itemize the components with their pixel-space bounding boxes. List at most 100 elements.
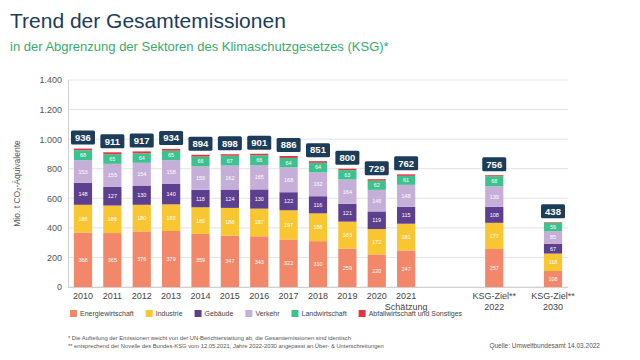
x-tick: 2015 [220, 287, 240, 301]
bar-segment [309, 196, 327, 213]
legend-swatch [195, 310, 202, 317]
total-label: 898 [222, 138, 238, 149]
bar-segment [309, 163, 327, 172]
grid-line [68, 80, 568, 81]
data-label: 116 [314, 202, 323, 208]
legend-item: Abfallwirtschaft und Sonstiges [359, 310, 463, 318]
bar-segment [485, 223, 503, 249]
data-label: 127 [108, 193, 117, 199]
y-tick: 0 [57, 282, 68, 292]
bar-segment [368, 181, 386, 190]
x-tick: 2019 [337, 287, 357, 301]
data-label: 65 [109, 156, 115, 162]
x-tick: 2014 [190, 287, 210, 301]
data-label: 146 [372, 198, 381, 204]
total-box [482, 157, 506, 171]
footnote: * Die Aufteilung der Emissionen weicht v… [68, 335, 351, 341]
data-label: 62 [374, 182, 380, 188]
data-label: 122 [284, 198, 293, 204]
data-label: 153 [78, 169, 87, 175]
total-label: 894 [193, 138, 210, 149]
bar-segment [485, 175, 503, 176]
grid-line [68, 109, 568, 110]
bar-segment [397, 176, 415, 185]
bar-segment [133, 231, 151, 287]
bar-segment [544, 244, 562, 254]
x-axis-line [69, 287, 569, 288]
bar-segment [103, 187, 121, 206]
total-label: 729 [369, 163, 385, 174]
y-tick-label: 600 [47, 194, 62, 204]
total-label: 886 [281, 139, 297, 150]
x-tick-label: 2014 [190, 291, 210, 301]
data-label: 159 [196, 175, 205, 181]
bar-segment [133, 151, 151, 153]
total-box [247, 136, 271, 150]
bar-segment [280, 158, 298, 167]
bar-segment [397, 224, 415, 251]
data-label: 347 [225, 258, 234, 264]
data-labels: 3683653763793593473433223102592202472571… [78, 152, 557, 282]
y-tick-label: 0 [57, 282, 62, 292]
bar-segment [338, 222, 356, 249]
chart: Trend der Gesamtemissionenin der Abgrenz… [0, 0, 640, 360]
bar-segment [338, 204, 356, 222]
bar-segment [250, 155, 268, 165]
bar-segment [221, 154, 239, 155]
data-label: 63 [344, 172, 350, 178]
data-label: 220 [372, 268, 381, 274]
data-label: 64 [139, 155, 145, 161]
bar-segment [191, 190, 209, 207]
y-tick-label: 800 [47, 164, 62, 174]
bar-segment [221, 190, 239, 208]
bar-segment [397, 174, 415, 175]
bar-segment [250, 189, 268, 208]
data-label: 164 [343, 189, 352, 195]
data-label: 108 [490, 212, 499, 218]
legend-swatch [70, 310, 77, 317]
bar-segment [191, 157, 209, 167]
bar-segment [162, 160, 180, 183]
bar-segment [162, 204, 180, 231]
data-label: 148 [78, 191, 87, 197]
x-tick-label: 2012 [132, 291, 152, 301]
data-label: 64 [315, 164, 321, 170]
data-label: 124 [225, 196, 234, 202]
data-label: 168 [284, 177, 293, 183]
legend-label: Verkehr [255, 310, 280, 317]
legend-item: Gebäude [195, 310, 234, 317]
bar-segment [103, 152, 121, 154]
y-tick: 400 [47, 223, 68, 233]
data-label: 365 [108, 257, 117, 263]
x-tick: KSG-Ziel**2030 [531, 287, 575, 312]
legend-label: Energiewirtschaft [80, 310, 134, 318]
x-tick: 2010 [73, 287, 93, 301]
bar-segment [250, 154, 268, 155]
total-box [306, 143, 330, 157]
bar-segment [280, 192, 298, 210]
total-box [218, 136, 242, 150]
data-label: 148 [402, 193, 411, 199]
x-tick-label: 2018 [308, 291, 328, 301]
total-box [100, 134, 124, 148]
total-label: 762 [398, 158, 414, 169]
data-label: 56 [550, 224, 556, 230]
bar-segment [74, 233, 92, 287]
total-box [541, 204, 565, 218]
data-label: 379 [167, 256, 176, 262]
total-box [71, 131, 95, 145]
data-label: 130 [137, 192, 146, 198]
bar-segment [368, 229, 386, 254]
bar-segment [309, 213, 327, 241]
bar-segment [544, 231, 562, 244]
legend-label: Industrie [156, 310, 183, 317]
data-label: 130 [255, 196, 264, 202]
y-axis: 02004006008001.0001.2001.400 [39, 75, 68, 292]
y-tick: 800 [47, 164, 68, 174]
bar-segment [191, 234, 209, 287]
bar-segment [368, 179, 386, 180]
total-box [277, 138, 301, 152]
source: Quelle: Umweltbundesamt 14.03.2022 [489, 342, 600, 350]
y-tick-label: 1.000 [39, 135, 62, 145]
x-tick-label: 2019 [337, 291, 357, 301]
